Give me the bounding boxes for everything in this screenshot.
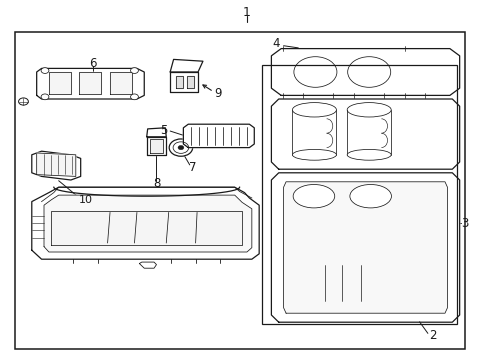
Polygon shape (186, 76, 194, 88)
Circle shape (178, 145, 183, 150)
Polygon shape (149, 139, 163, 153)
Polygon shape (283, 182, 447, 313)
Bar (15, 32, 464, 349)
Polygon shape (271, 49, 459, 95)
Ellipse shape (169, 139, 192, 156)
Polygon shape (37, 153, 76, 176)
Circle shape (130, 94, 138, 100)
Ellipse shape (292, 185, 334, 208)
Polygon shape (32, 187, 259, 259)
Polygon shape (146, 128, 166, 137)
Text: 3: 3 (460, 217, 468, 230)
Polygon shape (170, 59, 203, 72)
Polygon shape (79, 72, 101, 94)
Polygon shape (139, 262, 156, 268)
Text: 5: 5 (160, 124, 167, 137)
Polygon shape (176, 76, 183, 88)
Text: 8: 8 (152, 177, 160, 190)
Polygon shape (109, 72, 131, 94)
Polygon shape (170, 72, 198, 92)
Ellipse shape (347, 57, 390, 87)
Polygon shape (271, 173, 459, 322)
Polygon shape (32, 151, 81, 180)
Ellipse shape (292, 149, 336, 160)
Circle shape (41, 68, 49, 73)
Polygon shape (183, 124, 254, 148)
Text: 6: 6 (89, 57, 97, 69)
Bar (261, 65, 456, 324)
Text: 1: 1 (243, 6, 250, 19)
Ellipse shape (349, 185, 390, 208)
Ellipse shape (293, 57, 336, 87)
Polygon shape (49, 72, 71, 94)
Text: 10: 10 (79, 195, 92, 205)
Ellipse shape (346, 149, 390, 160)
Polygon shape (146, 137, 166, 155)
Text: 4: 4 (272, 37, 280, 50)
Circle shape (130, 68, 138, 73)
Ellipse shape (19, 98, 28, 105)
Ellipse shape (292, 103, 336, 117)
Polygon shape (51, 211, 242, 245)
Polygon shape (37, 68, 144, 99)
Polygon shape (271, 99, 459, 169)
Circle shape (41, 94, 49, 100)
Ellipse shape (346, 103, 390, 117)
Polygon shape (44, 195, 251, 252)
Text: 2: 2 (428, 329, 436, 342)
Text: 7: 7 (189, 161, 197, 174)
Text: 9: 9 (213, 87, 221, 100)
